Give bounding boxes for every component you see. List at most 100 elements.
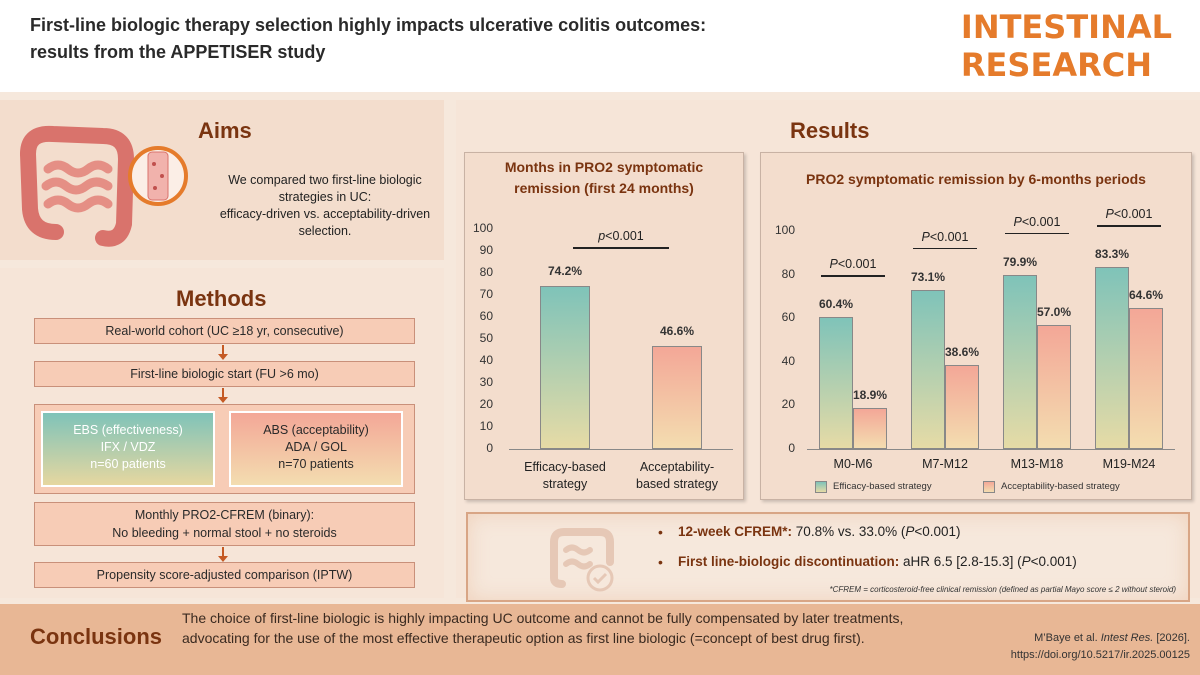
abs-line-2: ADA / GOL: [285, 440, 347, 454]
x-tick-label: Efficacy-based strategy: [510, 459, 620, 493]
citation-line-1: M’Baye et al. Intest Res. [2026].: [1011, 630, 1190, 647]
p-value-label: P<0.001: [1097, 207, 1161, 221]
y-tick-label: 20: [781, 397, 795, 412]
title-line-1: First-line biologic therapy selection hi…: [30, 15, 707, 35]
bar: [819, 317, 853, 449]
legend-swatch: [815, 481, 827, 493]
p-value-threshold: <0.001: [837, 257, 877, 272]
p-value-bracket: [1097, 225, 1161, 227]
ebs-line-3: n=60 patients: [90, 457, 166, 471]
aims-title: Aims: [198, 118, 252, 143]
method-step-cohort: Real-world cohort (UC ≥18 yr, consecutiv…: [34, 318, 415, 344]
y-tick-label: 40: [781, 353, 795, 368]
x-tick-label-line: Efficacy-based: [524, 460, 606, 474]
bar: [853, 407, 887, 449]
chart1-title: Months in PRO2 symptomatic remission (fi…: [465, 157, 743, 199]
y-tick-label: 100: [774, 223, 795, 237]
p-value-label: p<0.001: [573, 229, 669, 243]
x-tick-label-line: based strategy: [636, 477, 718, 491]
outcome-line-2: No bleeding + normal stool + no steroids: [112, 526, 337, 540]
y-tick-label: 40: [479, 353, 493, 367]
data-label: 46.6%: [659, 324, 695, 339]
x-axis: [509, 449, 733, 450]
citation-authors: M’Baye et al.: [1034, 632, 1101, 644]
x-tick-label: Acceptability-based strategy: [622, 459, 732, 493]
x-tick-label-line: Acceptability-: [639, 460, 715, 474]
page-title: First-line biologic therapy selection hi…: [30, 12, 850, 66]
p-value-bracket: [1005, 232, 1069, 235]
finding-discontinuation-label: First line-biologic discontinuation:: [678, 554, 900, 569]
abs-line-1: ABS (acceptability): [263, 423, 369, 437]
method-groups: EBS (effectiveness) IFX / VDZ n=60 patie…: [34, 404, 415, 494]
bar: [1095, 267, 1129, 449]
legend-label: Acceptability-based strategy: [1001, 481, 1120, 492]
finding-discontinuation: First line-biologic discontinuation: aHR…: [678, 554, 1077, 569]
aims-text-line-2: strategies in UC:: [278, 190, 372, 204]
p-value-symbol: P: [1013, 214, 1022, 229]
y-tick-label: 0: [788, 441, 795, 455]
data-label: 38.6%: [944, 344, 980, 359]
bar: [652, 346, 702, 449]
bullet-icon: •: [658, 554, 663, 570]
y-tick-label: 80: [479, 265, 493, 279]
citation-doi[interactable]: https://doi.org/10.5217/ir.2025.00125: [1010, 649, 1190, 661]
results-panel: Results Months in PRO2 symptomatic remis…: [456, 100, 1200, 598]
p-value-threshold: <0.001: [1113, 207, 1153, 222]
ebs-line-2: IFX / VDZ: [100, 440, 156, 454]
finding-cfrem-tail: <0.001): [914, 524, 961, 539]
method-arrow: [218, 388, 228, 403]
data-label: 57.0%: [1036, 304, 1072, 319]
x-tick-label: M7-M12: [922, 457, 968, 471]
header: First-line biologic therapy selection hi…: [0, 0, 1200, 92]
conclusions-title: Conclusions: [30, 624, 163, 649]
y-tick-label: 80: [781, 266, 795, 281]
x-tick-label-line: strategy: [542, 477, 588, 491]
legend-label: Efficacy-based strategy: [833, 481, 932, 492]
finding-cfrem-value: 70.8% vs. 33.0% (: [792, 524, 906, 539]
methods-panel: Methods Real-world cohort (UC ≥18 yr, co…: [0, 268, 444, 598]
finding-discontinuation-tail: <0.001): [1030, 554, 1077, 569]
citation-year: [2026].: [1153, 632, 1190, 644]
aims-text: We compared two first-line biologic stra…: [195, 172, 455, 240]
bar: [1037, 324, 1071, 449]
six-month-remission-chart: PRO2 symptomatic remission by 6-months p…: [760, 152, 1192, 500]
y-tick-label: 30: [479, 375, 493, 389]
p-value-bracket: [913, 247, 977, 250]
citation-journal: Intest Res.: [1100, 632, 1154, 644]
bar: [540, 285, 590, 449]
chart1-title-line-2: remission (first 24 months): [514, 180, 694, 196]
method-step-start: First-line biologic start (FU >6 mo): [34, 361, 415, 387]
chart2-title: PRO2 symptomatic remission by 6-months p…: [806, 171, 1146, 187]
p-value-symbol: p: [598, 229, 606, 243]
bullet-icon: •: [658, 524, 663, 540]
data-label: 79.9%: [1002, 254, 1038, 269]
p-value-bracket: [821, 275, 885, 277]
journal-logo-line-2: RESEARCH: [960, 46, 1152, 84]
results-title: Results: [790, 118, 870, 143]
finding-cfrem-label: 12-week CFREM*:: [678, 524, 793, 539]
intestine-illustration: [20, 125, 188, 247]
aims-panel: Aims We compared two first-line biologic…: [0, 100, 444, 260]
bar: [945, 364, 979, 449]
data-label: 64.6%: [1128, 288, 1164, 303]
ebs-group: EBS (effectiveness) IFX / VDZ n=60 patie…: [41, 411, 215, 487]
p-value-threshold: <0.001: [929, 229, 969, 244]
journal-logo: INTESTINAL RESEARCH: [961, 8, 1172, 84]
p-value-symbol: P: [829, 257, 838, 272]
aims-text-line-4: selection.: [298, 224, 352, 238]
p-value-symbol: P: [1105, 207, 1114, 222]
months-remission-chart: Months in PRO2 symptomatic remission (fi…: [464, 152, 744, 500]
y-tick-label: 70: [479, 287, 493, 301]
y-tick-label: 50: [479, 331, 493, 345]
y-tick-label: 0: [486, 441, 493, 455]
y-tick-label: 10: [479, 419, 493, 433]
x-tick-label: M0-M6: [833, 457, 873, 471]
x-tick-label: M13-M18: [1010, 457, 1064, 471]
conclusions-text: The choice of first-line biologic is hig…: [182, 610, 904, 646]
key-findings-box: • 12-week CFREM*: 70.8% vs. 33.0% (P<0.0…: [466, 512, 1190, 602]
method-arrow: [218, 345, 228, 360]
p-value-symbol: P: [921, 229, 930, 244]
bar: [1003, 274, 1037, 449]
bar: [911, 289, 945, 449]
y-tick-label: 60: [781, 310, 795, 325]
